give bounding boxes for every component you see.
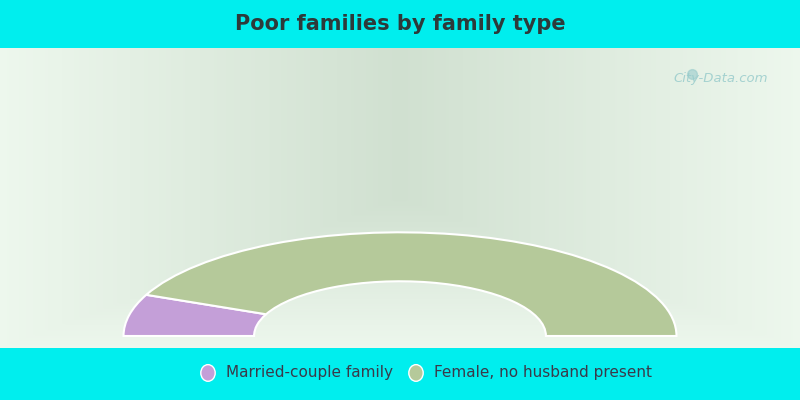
Text: City-Data.com: City-Data.com — [674, 72, 768, 85]
Wedge shape — [146, 232, 677, 336]
Text: Female, no husband present: Female, no husband present — [434, 366, 651, 380]
Wedge shape — [123, 295, 266, 336]
Ellipse shape — [409, 365, 423, 381]
Text: Married-couple family: Married-couple family — [226, 366, 393, 380]
Ellipse shape — [201, 365, 215, 381]
Text: Poor families by family type: Poor families by family type — [234, 14, 566, 34]
